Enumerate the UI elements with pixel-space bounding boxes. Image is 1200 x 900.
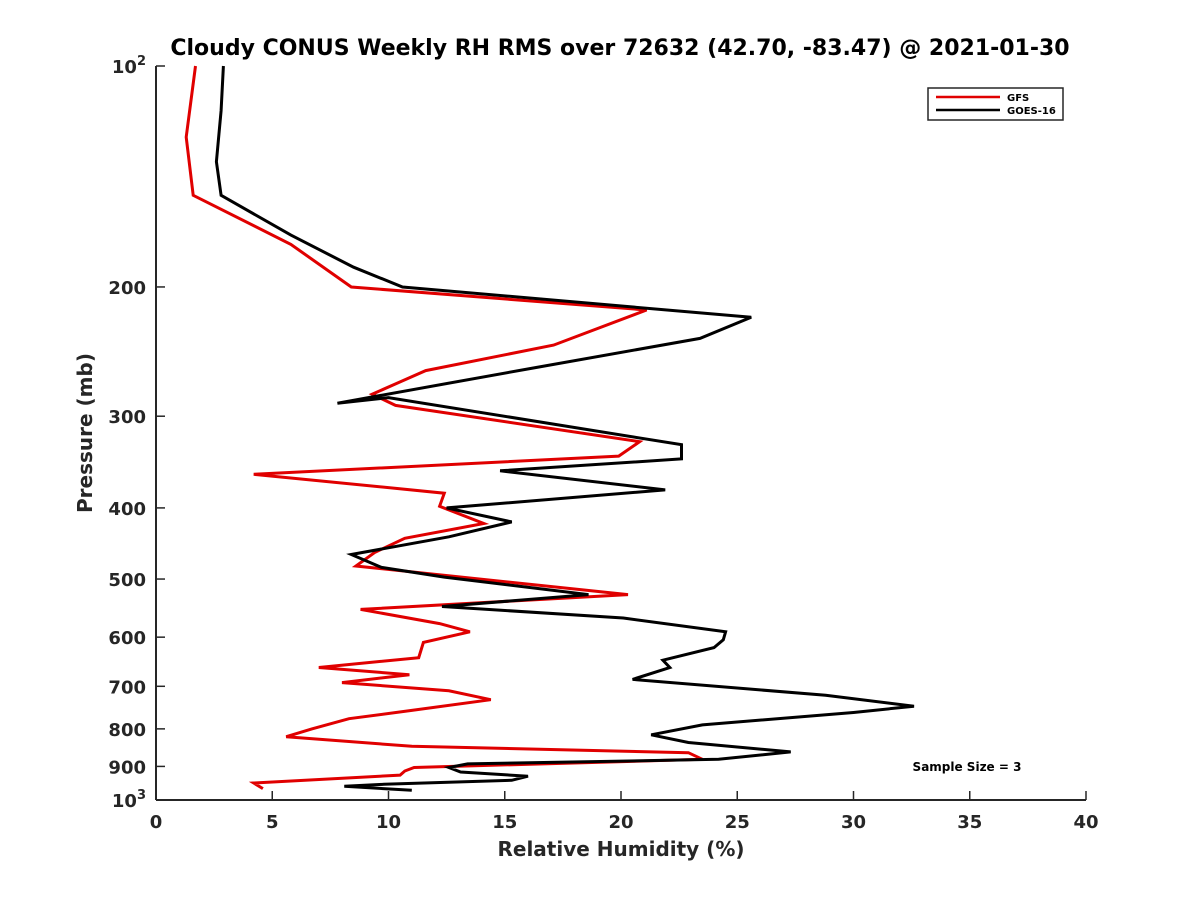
- x-tick-label: 35: [957, 812, 982, 833]
- x-tick-label: 10: [376, 812, 401, 833]
- y-tick-label: 600: [108, 628, 146, 649]
- y-tick-label: 200: [108, 278, 146, 299]
- legend-label-goes16: GOES-16: [1007, 106, 1056, 117]
- sample-size-annotation: Sample Size = 3: [913, 760, 1022, 774]
- y-tick-label: 103: [112, 788, 146, 812]
- y-tick-label: 102: [112, 54, 146, 78]
- x-tick-label: 15: [492, 812, 517, 833]
- series-line-goes16: [214, 65, 915, 792]
- y-tick-label: 300: [108, 407, 146, 428]
- series-lines: [184, 65, 915, 792]
- plot-area: [155, 66, 1086, 801]
- chart-title: Cloudy CONUS Weekly RH RMS over 72632 (4…: [170, 36, 1069, 61]
- x-tick-label: 20: [608, 812, 633, 833]
- x-tick-label: 25: [725, 812, 750, 833]
- legend: GFS GOES-16: [927, 87, 1064, 121]
- x-tick-label: 40: [1073, 812, 1098, 833]
- x-tick-label: 0: [150, 812, 163, 833]
- x-axis-ticks: 0 5 10 15 20 25 30 35 40: [150, 791, 1099, 833]
- legend-box: [927, 87, 1064, 121]
- y-axis-label: Pressure (mb): [73, 353, 97, 513]
- x-axis-label: Relative Humidity (%): [497, 837, 744, 861]
- y-tick-label: 900: [108, 757, 146, 778]
- series-line-gfs: [184, 65, 704, 790]
- y-axis-ticks: 102 200 300 400 500 600 700 800 900 103: [108, 54, 165, 812]
- y-tick-label: 400: [108, 499, 146, 520]
- legend-label-gfs: GFS: [1007, 93, 1029, 104]
- y-tick-label: 800: [108, 720, 146, 741]
- y-tick-label: 500: [108, 570, 146, 591]
- y-tick-label: 700: [108, 677, 146, 698]
- x-tick-label: 5: [266, 812, 279, 833]
- x-tick-label: 30: [841, 812, 866, 833]
